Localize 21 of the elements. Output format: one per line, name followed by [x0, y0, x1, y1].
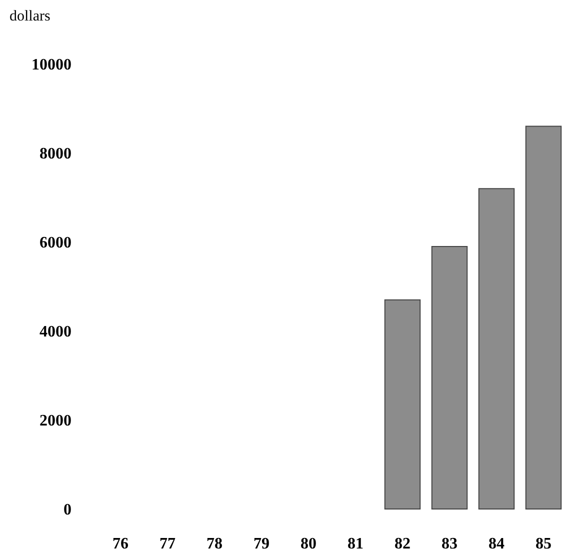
y-tick-label: 8000: [40, 146, 72, 162]
y-tick-label: 2000: [40, 412, 72, 430]
y-tick-label: 4000: [40, 324, 72, 340]
y-tick-label: 10000: [32, 56, 72, 74]
y-axis-title: dollars: [10, 8, 50, 24]
x-tick-label: 78: [206, 536, 222, 552]
x-tick-label: 80: [300, 536, 316, 552]
x-tick-label: 81: [348, 536, 364, 552]
y-tick-label: 6000: [40, 234, 72, 252]
bar: [478, 188, 515, 510]
x-tick-label: 79: [254, 536, 270, 552]
x-tick-label: 77: [160, 536, 176, 552]
y-tick-label: 0: [64, 502, 72, 518]
bar: [525, 126, 562, 510]
bar: [431, 246, 468, 510]
x-tick-label: 76: [112, 536, 128, 552]
x-tick-label: 83: [442, 536, 458, 552]
x-tick-label: 85: [536, 536, 552, 552]
x-tick-label: 82: [394, 536, 410, 552]
bar: [384, 299, 421, 510]
x-tick-label: 84: [488, 536, 504, 552]
